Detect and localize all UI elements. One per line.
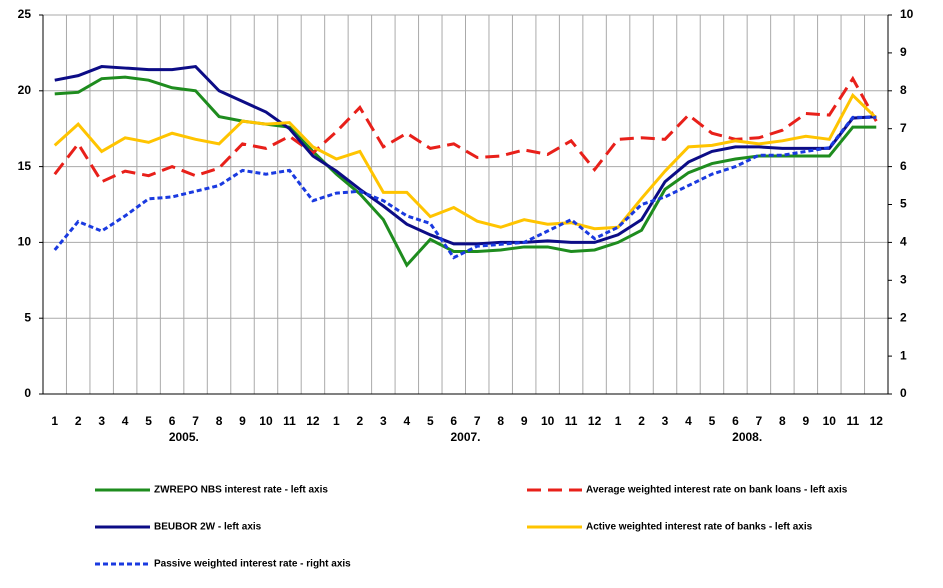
x-tick-label: 6 — [169, 414, 176, 428]
x-tick-label: 2 — [357, 414, 364, 428]
y-tick-label: 10 — [18, 235, 32, 249]
legend-label: Passive weighted interest rate - right a… — [154, 559, 351, 570]
x-tick-label: 3 — [662, 414, 669, 428]
x-tick-label: 5 — [145, 414, 152, 428]
series-line — [53, 75, 878, 184]
legend-label: BEUBOR 2W - left axis — [154, 522, 262, 533]
y-tick-label: 15 — [18, 159, 32, 173]
series-line — [54, 75, 877, 268]
x-tick-label: 4 — [685, 414, 692, 428]
x-tick-label: 4 — [403, 414, 410, 428]
x-tick-label: 12 — [306, 414, 320, 428]
y2-tick-label: 4 — [900, 235, 907, 249]
x-tick-label: 5 — [709, 414, 716, 428]
y2-tick-label: 7 — [900, 121, 907, 135]
y2-tick-label: 8 — [900, 83, 907, 97]
y2-tick-label: 5 — [900, 197, 907, 211]
y-tick-label: 25 — [18, 7, 32, 21]
y-tick-label: 20 — [18, 83, 32, 97]
x-tick-label: 11 — [846, 414, 859, 428]
year-label: 2005. — [169, 430, 199, 444]
x-tick-label: 4 — [122, 414, 129, 428]
x-tick-label: 8 — [779, 414, 786, 428]
x-tick-label: 6 — [732, 414, 739, 428]
y-tick-label: 5 — [24, 310, 31, 324]
x-tick-label: 6 — [450, 414, 457, 428]
x-tick-label: 9 — [521, 414, 528, 428]
x-tick-label: 7 — [192, 414, 199, 428]
x-tick-label: 1 — [51, 414, 58, 428]
y2-tick-label: 2 — [900, 310, 907, 324]
x-tick-label: 11 — [565, 414, 578, 428]
x-tick-label: 9 — [239, 414, 246, 428]
x-tick-label: 3 — [98, 414, 105, 428]
year-label: 2007. — [450, 430, 480, 444]
y-tick-label: 0 — [24, 386, 31, 400]
x-tick-label: 12 — [870, 414, 884, 428]
x-tick-label: 7 — [474, 414, 481, 428]
legend-label: ZWREPO NBS interest rate - left axis — [154, 485, 328, 496]
series-line — [53, 115, 877, 260]
x-tick-label: 2 — [638, 414, 645, 428]
x-tick-label: 1 — [615, 414, 622, 428]
x-tick-label: 3 — [380, 414, 387, 428]
x-tick-label: 12 — [588, 414, 602, 428]
series-line — [53, 92, 878, 231]
y2-tick-label: 6 — [900, 159, 907, 173]
x-tick-label: 2 — [75, 414, 82, 428]
legend-label: Active weighted interest rate of banks -… — [586, 522, 813, 533]
legend-label: Average weighted interest rate on bank l… — [586, 485, 848, 496]
x-tick-label: 8 — [216, 414, 223, 428]
y2-tick-label: 0 — [900, 386, 907, 400]
x-tick-label: 10 — [823, 414, 837, 428]
y2-tick-label: 1 — [900, 348, 907, 362]
y2-tick-label: 3 — [900, 272, 907, 286]
series-line — [54, 64, 877, 246]
y2-tick-label: 9 — [900, 45, 907, 59]
x-tick-label: 9 — [803, 414, 810, 428]
x-tick-label: 8 — [497, 414, 504, 428]
y2-tick-label: 10 — [900, 7, 914, 21]
x-tick-label: 10 — [259, 414, 273, 428]
year-label: 2008. — [732, 430, 762, 444]
x-tick-label: 5 — [427, 414, 434, 428]
x-tick-label: 1 — [333, 414, 340, 428]
x-tick-label: 11 — [283, 414, 296, 428]
x-tick-label: 7 — [756, 414, 763, 428]
x-tick-label: 10 — [541, 414, 555, 428]
